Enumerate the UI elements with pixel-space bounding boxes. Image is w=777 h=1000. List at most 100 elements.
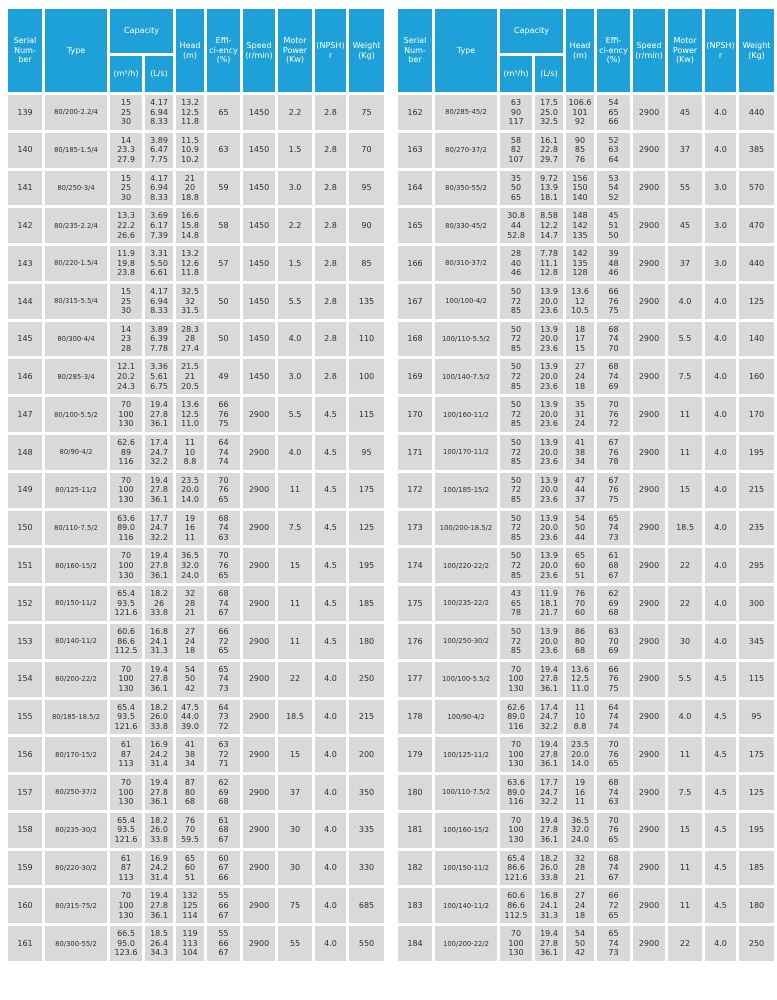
capacity-m3h-cell: 60.6 86.6 112.5 bbox=[110, 623, 142, 659]
weight-cell: 215 bbox=[739, 472, 774, 508]
serial-cell: 178 bbox=[398, 699, 432, 735]
efficiency-cell: 61 68 67 bbox=[597, 548, 630, 584]
motor-power-cell: 11 bbox=[278, 623, 312, 659]
capacity-m3h-cell: 14 23 28 bbox=[110, 321, 142, 357]
capacity-m3h-cell: 50 72 85 bbox=[500, 435, 532, 470]
capacity-m3h-cell: 63.6 89.0 116 bbox=[500, 775, 532, 810]
efficiency-cell: 50 bbox=[207, 283, 240, 319]
serial-cell: 162 bbox=[398, 95, 432, 130]
speed-cell: 2900 bbox=[243, 775, 275, 810]
motor-power-cell: 4.0 bbox=[668, 283, 702, 319]
head-cell: 132 125 114 bbox=[176, 888, 204, 924]
capacity-ls-cell: 19.4 27.8 36.1 bbox=[145, 548, 173, 584]
header-capacity-m3h: (m³/h) bbox=[110, 56, 142, 92]
weight-cell: 115 bbox=[349, 397, 384, 433]
header-weight: Weight (Kg) bbox=[739, 9, 774, 92]
type-cell: 100/250-30/2 bbox=[435, 623, 497, 659]
type-cell: 100/200-18.5/2 bbox=[435, 510, 497, 546]
table-row: 156 80/170-15/2 61 87 113 16.9 24.2 31.4 41 38 34 6… bbox=[8, 737, 384, 773]
efficiency-cell: 60 67 66 bbox=[207, 850, 240, 886]
npsh-cell: 4.5 bbox=[315, 548, 346, 584]
header-capacity-ls: (L/s) bbox=[145, 56, 173, 92]
weight-cell: 185 bbox=[349, 586, 384, 621]
speed-cell: 2900 bbox=[633, 623, 665, 659]
head-cell: 13.6 12 10.5 bbox=[566, 283, 594, 319]
npsh-cell: 4.0 bbox=[315, 812, 346, 848]
serial-cell: 180 bbox=[398, 775, 432, 810]
capacity-ls-cell: 17.4 24.7 32.2 bbox=[535, 699, 563, 735]
weight-cell: 250 bbox=[739, 926, 774, 961]
motor-power-cell: 22 bbox=[668, 926, 702, 961]
motor-power-cell: 75 bbox=[278, 888, 312, 924]
npsh-cell: 4.5 bbox=[315, 510, 346, 546]
speed-cell: 1450 bbox=[243, 359, 275, 395]
head-cell: 28.3 28 27.4 bbox=[176, 321, 204, 357]
motor-power-cell: 18.5 bbox=[278, 699, 312, 735]
efficiency-cell: 55 66 67 bbox=[207, 926, 240, 961]
head-cell: 16.6 15.8 14.8 bbox=[176, 208, 204, 244]
head-cell: 18 17 15 bbox=[566, 321, 594, 357]
capacity-m3h-cell: 15 25 30 bbox=[110, 95, 142, 130]
npsh-cell: 2.8 bbox=[315, 208, 346, 244]
table-row: 180 100/110-7.5/2 63.6 89.0 116 17.7 24.7 32.2 1… bbox=[398, 775, 774, 810]
efficiency-cell: 66 76 75 bbox=[207, 397, 240, 433]
capacity-m3h-cell: 11.9 19.8 23.8 bbox=[110, 246, 142, 281]
capacity-ls-cell: 19.4 27.8 36.1 bbox=[535, 926, 563, 961]
capacity-ls-cell: 19.4 27.8 36.1 bbox=[145, 775, 173, 810]
efficiency-cell: 57 bbox=[207, 246, 240, 281]
npsh-cell: 4.0 bbox=[705, 359, 736, 395]
motor-power-cell: 11 bbox=[668, 888, 702, 924]
header-serial-number: Serial Num- ber bbox=[398, 9, 432, 92]
type-cell: 80/330-45/2 bbox=[435, 208, 497, 244]
capacity-ls-cell: 11.9 18.1 21.7 bbox=[535, 586, 563, 621]
serial-cell: 172 bbox=[398, 472, 432, 508]
capacity-ls-cell: 17.7 24.7 32.2 bbox=[535, 775, 563, 810]
serial-cell: 171 bbox=[398, 435, 432, 470]
weight-cell: 90 bbox=[349, 208, 384, 244]
capacity-m3h-cell: 63 90 117 bbox=[500, 95, 532, 130]
npsh-cell: 4.0 bbox=[705, 586, 736, 621]
head-cell: 41 38 34 bbox=[566, 435, 594, 470]
table-row: 161 80/300-55/2 66.5 95.0 123.6 18.5 26.4 34.3 1… bbox=[8, 926, 384, 961]
capacity-m3h-cell: 70 100 130 bbox=[500, 926, 532, 961]
efficiency-cell: 68 74 67 bbox=[207, 586, 240, 621]
efficiency-cell: 64 74 74 bbox=[597, 699, 630, 735]
efficiency-cell: 63 70 69 bbox=[597, 623, 630, 659]
type-cell: 100/160-11/2 bbox=[435, 397, 497, 433]
serial-cell: 160 bbox=[8, 888, 42, 924]
npsh-cell: 2.8 bbox=[315, 170, 346, 206]
weight-cell: 335 bbox=[349, 812, 384, 848]
head-cell: 13.2 12.6 11.8 bbox=[176, 246, 204, 281]
speed-cell: 1450 bbox=[243, 170, 275, 206]
head-cell: 36.5 32.0 24.0 bbox=[176, 548, 204, 584]
type-cell: 100/90-4/2 bbox=[435, 699, 497, 735]
motor-power-cell: 7.5 bbox=[278, 510, 312, 546]
capacity-ls-cell: 19.4 27.8 36.1 bbox=[535, 812, 563, 848]
capacity-ls-cell: 13.9 20.0 23.6 bbox=[535, 321, 563, 357]
table-row: 169 100/140-7.5/2 50 72 85 13.9 20.0 23.6 27 24 18… bbox=[398, 359, 774, 395]
speed-cell: 2900 bbox=[243, 888, 275, 924]
capacity-m3h-cell: 35 50 65 bbox=[500, 170, 532, 206]
efficiency-cell: 62 69 68 bbox=[597, 586, 630, 621]
table-row: 157 80/250-37/2 70 100 130 19.4 27.8 36.1 87 80 68… bbox=[8, 775, 384, 810]
efficiency-cell: 62 69 68 bbox=[207, 775, 240, 810]
speed-cell: 2900 bbox=[633, 435, 665, 470]
serial-cell: 182 bbox=[398, 850, 432, 886]
motor-power-cell: 45 bbox=[668, 208, 702, 244]
head-cell: 47.5 44.0 39.0 bbox=[176, 699, 204, 735]
motor-power-cell: 4.0 bbox=[668, 699, 702, 735]
type-cell: 80/220-1.5/4 bbox=[45, 246, 107, 281]
capacity-ls-cell: 18.2 26.0 33.8 bbox=[145, 812, 173, 848]
weight-cell: 180 bbox=[349, 623, 384, 659]
capacity-m3h-cell: 58 82 107 bbox=[500, 132, 532, 168]
npsh-cell: 4.0 bbox=[315, 888, 346, 924]
table-row: 143 80/220-1.5/4 11.9 19.8 23.8 3.31 5.50 6.61 1… bbox=[8, 246, 384, 281]
type-cell: 80/100-5.5/2 bbox=[45, 397, 107, 433]
capacity-ls-cell: 13.9 20.0 23.6 bbox=[535, 435, 563, 470]
weight-cell: 95 bbox=[739, 699, 774, 735]
type-cell: 80/300-4/4 bbox=[45, 321, 107, 357]
capacity-ls-cell: 13.9 20.0 23.6 bbox=[535, 548, 563, 584]
weight-cell: 195 bbox=[349, 548, 384, 584]
motor-power-cell: 11 bbox=[668, 397, 702, 433]
capacity-m3h-cell: 43 65 78 bbox=[500, 586, 532, 621]
